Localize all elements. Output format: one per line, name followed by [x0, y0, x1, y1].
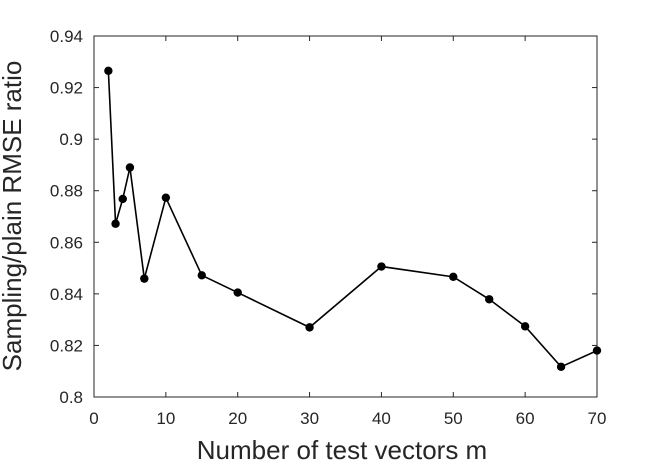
data-point	[125, 163, 135, 172]
data-point	[305, 323, 314, 332]
y-tick-label: 0.8	[59, 388, 83, 407]
x-axis-title: Number of test vectors m	[197, 435, 487, 462]
data-point	[118, 194, 127, 204]
x-tick-label: 50	[444, 409, 463, 428]
x-axis: 0 10 20 30 40 50 60 70	[89, 36, 606, 428]
data-point	[233, 288, 242, 297]
data-point	[111, 219, 120, 228]
x-tick-label: 40	[372, 409, 391, 428]
y-axis-title: Sampling/plain RMSE ratio	[0, 61, 27, 372]
x-tick-label: 20	[228, 409, 247, 428]
data-point	[377, 262, 386, 271]
y-axis: 0.8 0.82 0.84 0.86 0.88 0.9 0.92 0.94	[50, 27, 597, 407]
y-tick-label: 0.82	[50, 336, 83, 355]
x-tick-label: 0	[89, 409, 98, 428]
series-layer	[104, 66, 602, 372]
x-tick-label: 60	[516, 409, 535, 428]
y-tick-label: 0.88	[50, 182, 83, 201]
x-tick-label: 30	[300, 409, 319, 428]
y-tick-label: 0.9	[59, 130, 83, 149]
data-point	[161, 193, 171, 202]
y-tick-label: 0.94	[50, 27, 83, 46]
data-point	[197, 271, 206, 280]
data-point	[592, 346, 602, 355]
data-point	[104, 66, 113, 76]
plot-area	[93, 35, 598, 398]
data-point	[140, 274, 149, 283]
data-point	[556, 362, 566, 372]
y-tick-label: 0.84	[50, 285, 83, 304]
x-tick-label: 10	[156, 409, 175, 428]
y-tick-label: 0.92	[50, 79, 83, 98]
y-tick-label: 0.86	[50, 233, 83, 252]
data-point	[520, 322, 530, 331]
data-point	[485, 295, 494, 304]
data-point	[449, 272, 458, 282]
x-tick-label: 70	[588, 409, 607, 428]
